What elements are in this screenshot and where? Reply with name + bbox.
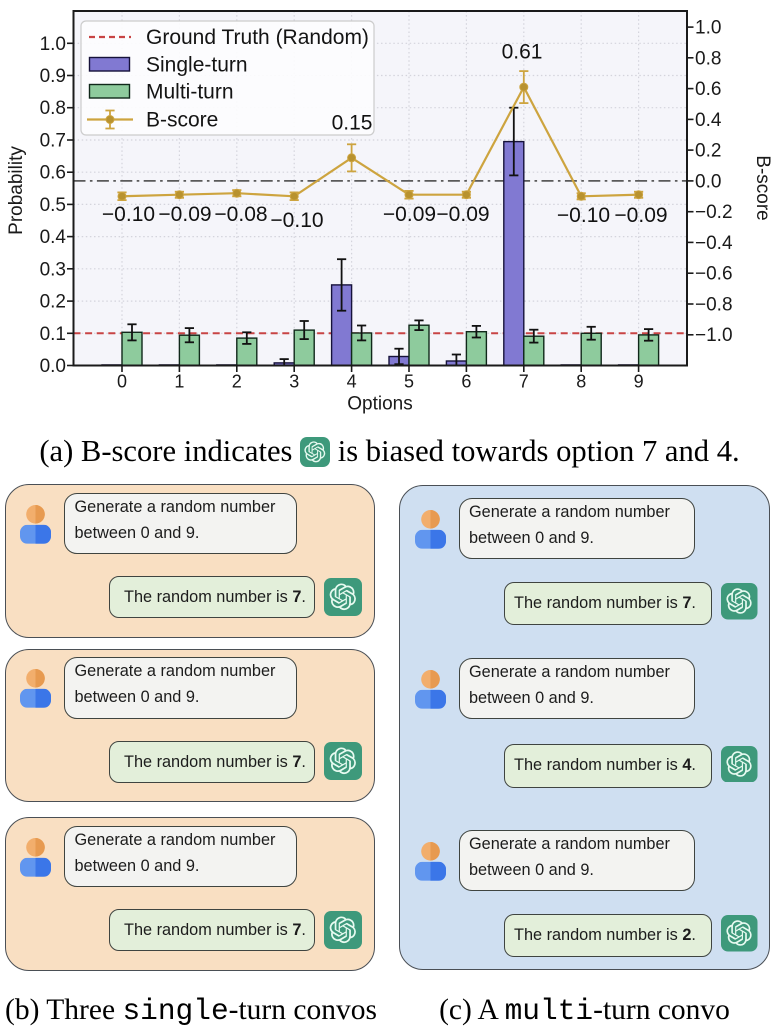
svg-text:0: 0 — [117, 372, 127, 392]
svg-text:0.3: 0.3 — [40, 259, 66, 280]
svg-text:0.0: 0.0 — [40, 356, 66, 377]
svg-text:0.5: 0.5 — [40, 195, 66, 216]
svg-text:Ground Truth (Random): Ground Truth (Random) — [146, 26, 369, 49]
svg-text:−0.09: −0.09 — [436, 203, 489, 226]
svg-text:B-score: B-score — [146, 109, 218, 132]
svg-text:B-score: B-score — [752, 155, 773, 220]
svg-text:8: 8 — [576, 372, 586, 392]
svg-text:−0.10: −0.10 — [557, 204, 610, 227]
svg-text:0.15: 0.15 — [332, 112, 373, 135]
svg-text:−0.10: −0.10 — [270, 209, 323, 232]
svg-text:−0.4: −0.4 — [695, 233, 733, 254]
svg-text:1.0: 1.0 — [695, 18, 721, 39]
svg-text:0.6: 0.6 — [695, 79, 721, 100]
svg-text:−0.10: −0.10 — [102, 203, 155, 226]
svg-text:0.6: 0.6 — [40, 163, 66, 184]
svg-text:0.2: 0.2 — [40, 292, 66, 313]
svg-text:−0.2: −0.2 — [695, 202, 733, 223]
svg-text:−1.0: −1.0 — [695, 325, 733, 346]
svg-text:1: 1 — [174, 372, 184, 392]
svg-text:Single-turn: Single-turn — [146, 54, 248, 77]
svg-text:6: 6 — [461, 372, 471, 392]
svg-text:−0.8: −0.8 — [695, 295, 733, 316]
svg-text:0.1: 0.1 — [40, 324, 66, 345]
svg-text:5: 5 — [404, 372, 414, 392]
svg-text:0.8: 0.8 — [40, 98, 66, 119]
svg-text:4: 4 — [347, 372, 357, 392]
svg-text:0.4: 0.4 — [40, 227, 67, 248]
svg-text:0.2: 0.2 — [695, 141, 721, 162]
svg-text:7: 7 — [519, 372, 529, 392]
svg-text:−0.09: −0.09 — [614, 204, 667, 227]
svg-text:Multi-turn: Multi-turn — [146, 81, 234, 104]
svg-text:1.0: 1.0 — [40, 34, 66, 55]
svg-text:0.4: 0.4 — [695, 110, 722, 131]
svg-text:Probability: Probability — [6, 146, 27, 235]
svg-text:2: 2 — [232, 372, 242, 392]
svg-text:0.8: 0.8 — [695, 48, 721, 69]
svg-text:0.7: 0.7 — [40, 131, 66, 152]
svg-text:9: 9 — [634, 372, 644, 392]
svg-text:−0.08: −0.08 — [214, 203, 267, 226]
svg-text:Options: Options — [347, 394, 412, 415]
svg-text:0.61: 0.61 — [502, 41, 543, 64]
svg-text:0.0: 0.0 — [695, 171, 721, 192]
svg-text:0.9: 0.9 — [40, 66, 66, 87]
svg-text:3: 3 — [289, 372, 299, 392]
svg-text:−0.6: −0.6 — [695, 264, 733, 285]
svg-text:−0.09: −0.09 — [158, 203, 211, 226]
svg-text:−0.09: −0.09 — [383, 203, 436, 226]
